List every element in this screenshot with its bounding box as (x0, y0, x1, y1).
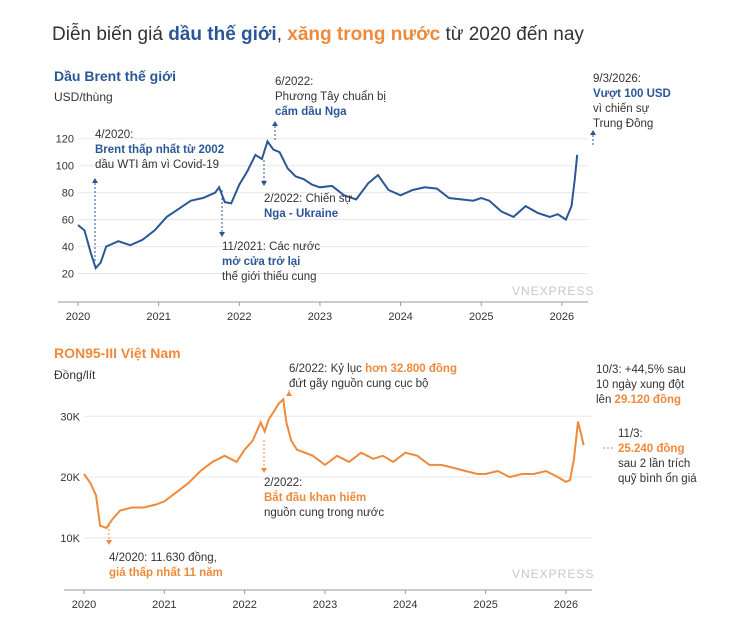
ron-ann-feb2022-line2: nguồn cung trong nước (264, 507, 384, 519)
svg-text:25.240 đồng: 25.240 đồng (618, 443, 684, 455)
title-highlight-oil: dầu thế giới (168, 24, 277, 45)
brent-x-tick-label: 2022 (227, 311, 251, 323)
title-part2: , (276, 24, 288, 45)
svg-text:6/2022: Kỷ lục hơn 32.800 đồng: 6/2022: Kỷ lục hơn 32.800 đồng (289, 363, 457, 375)
brent-x-tick-label: 2025 (469, 311, 493, 323)
brent-y-tick-label: 20 (62, 269, 74, 281)
brent-y-tick-label: 120 (56, 134, 74, 146)
brent-ann-nov2021-line1: mở cửa trở lại (222, 256, 300, 268)
ron-ann-mar10-date: 10/3: +44,5% sau (596, 364, 686, 376)
ron-x-ticks: 2020 2021 2022 2023 2024 2025 2026 (64, 589, 592, 611)
ron-x-tick-label: 2023 (313, 599, 337, 611)
brent-ann-mar2026-line1: Vượt 100 USD (593, 88, 671, 100)
ron-annotation-jun2022: 6/2022: Kỷ lục hơn 32.800 đồng đứt gãy n… (286, 363, 457, 396)
ron-x-tick-label: 2026 (554, 599, 578, 611)
ron-x-tick-label: 2020 (72, 599, 96, 611)
ron-ylabel: Đồng/lít (54, 368, 96, 382)
title-highlight-fuel: xăng trong nước (287, 24, 441, 45)
brent-y-tick-label: 40 (62, 242, 74, 254)
brent-ann-jun2022-date: 6/2022: (275, 76, 313, 88)
brent-ann-nov2021-date: 11/2021: Các nước (222, 241, 320, 253)
brent-ann-mar2026-line3: Trung Đông (593, 118, 653, 130)
brent-ann-mar2026-date: 9/3/2026: (593, 73, 641, 85)
svg-text:Bắt đầu khan hiếm: Bắt đầu khan hiếm (264, 491, 366, 504)
ron-ann-jun2022-date: 6/2022: Kỷ lục (289, 363, 365, 375)
brent-ann-apr2020-date: 4/2020: (95, 129, 133, 141)
ron-ann-mar11-date: 11/3: (618, 428, 643, 440)
svg-text:Vượt 100 USD: Vượt 100 USD (593, 88, 671, 100)
brent-series-line (77, 139, 579, 271)
ron-ann-apr2020-date: 4/2020: 11.630 đồng, (109, 552, 217, 564)
brent-annotation-feb2022: 2/2022: Chiến sự Nga - Ukraine (261, 160, 353, 220)
ron-ann-mar10-line1: 10 ngày xung đột (596, 379, 685, 391)
svg-text:cấm dầu Nga: cấm dầu Nga (275, 106, 347, 118)
brent-annotation-apr2020: 4/2020: Brent thấp nhất từ 2002 dầu WTI … (92, 129, 224, 262)
brent-ann-feb2022-line1: Nga - Ukraine (264, 208, 338, 220)
brent-ann-jun2022-line1: Phương Tây chuẩn bị (275, 91, 386, 103)
brent-watermark: VNEXPRESS (512, 284, 594, 298)
ron-y-tick-label: 20K (60, 472, 80, 484)
ron-x-tick-label: 2021 (152, 599, 176, 611)
brent-ann-feb2022-date: 2/2022: Chiến sự (264, 193, 353, 205)
brent-x-ticks: 2020 2021 2022 2023 2024 2025 2026 (58, 301, 588, 323)
brent-annotation-jun2022: 6/2022: Phương Tây chuẩn bị cấm dầu Nga (272, 76, 386, 140)
brent-annotation-mar2026: 9/3/2026: Vượt 100 USD vì chiến sự Trung… (590, 73, 671, 146)
svg-text:lên 29.120 đồng: lên 29.120 đồng (596, 394, 681, 406)
brent-ann-apr2020-line1: Brent thấp nhất từ 2002 (95, 144, 224, 156)
ron-ann-feb2022-date: 2/2022: (264, 477, 302, 489)
brent-annotation-nov2021: 11/2021: Các nước mở cửa trở lại thế giớ… (219, 190, 320, 283)
ron-x-tick-label: 2024 (393, 599, 417, 611)
brent-chart-title: Dầu Brent thế giới (54, 68, 176, 84)
ron-annotation-feb2022: 2/2022: Bắt đầu khan hiếm nguồn cung tro… (261, 440, 384, 519)
ron-y-tick-label: 10K (60, 533, 80, 545)
brent-ann-jun2022-line2: cấm dầu Nga (275, 106, 347, 118)
ron-ann-mar11-line2: sau 2 lần trích (618, 458, 690, 470)
ron-watermark: VNEXPRESS (512, 567, 594, 581)
brent-y-ticks: 20 40 60 80 100 120 (56, 134, 74, 281)
svg-text:Nga - Ukraine: Nga - Ukraine (264, 208, 338, 220)
brent-x-tick-label: 2026 (550, 311, 574, 323)
ron-ann-jun2022-line2: đứt gãy nguồn cung cục bộ (289, 378, 428, 390)
ron-y-ticks: 10K 20K 30K (60, 411, 80, 545)
ron-annotation-mar11-2026: 11/3: 25.240 đồng sau 2 lần trích quỹ bì… (603, 428, 697, 485)
ron-y-tick-label: 30K (60, 411, 80, 423)
ron-chart-title: RON95-III Việt Nam (54, 345, 181, 361)
brent-gridlines (78, 138, 588, 275)
ron-ann-feb2022-line1: Bắt đầu khan hiếm (264, 491, 366, 504)
ron-ann-jun2022-hl: hơn 32.800 đồng (365, 363, 457, 375)
brent-ann-mar2026-line2: vì chiến sự (593, 103, 650, 115)
brent-ann-apr2020-line2: dầu WTI âm vì Covid-19 (95, 159, 219, 171)
brent-y-tick-label: 100 (56, 161, 74, 173)
brent-x-tick-label: 2020 (66, 311, 90, 323)
brent-y-tick-label: 80 (62, 188, 74, 200)
ron-ann-mar10-hl: 29.120 đồng (615, 394, 681, 406)
title-part3: từ 2020 đến nay (440, 24, 584, 45)
ron-ann-apr2020-line1: giá thấp nhất 11 năm (109, 567, 223, 579)
ron-x-tick-label: 2025 (473, 599, 497, 611)
ron-ann-mar10-line2: lên (596, 394, 615, 406)
ron-ann-mar11-line1: 25.240 đồng (618, 443, 684, 455)
ron-annotation-apr2020: 4/2020: 11.630 đồng, giá thấp nhất 11 nă… (106, 525, 223, 579)
brent-y-tick-label: 60 (62, 215, 74, 227)
ron-gridlines (84, 415, 592, 539)
brent-x-tick-label: 2021 (146, 311, 170, 323)
svg-text:mở cửa trở lại: mở cửa trở lại (222, 256, 300, 268)
svg-text:Brent thấp nhất từ 2002: Brent thấp nhất từ 2002 (95, 144, 224, 156)
brent-x-tick-label: 2024 (388, 311, 412, 323)
brent-ylabel: USD/thùng (54, 90, 113, 104)
brent-ann-nov2021-line2: thế giới thiếu cung (222, 271, 317, 283)
ron-x-tick-label: 2022 (232, 599, 256, 611)
ron-annotation-mar10-2026: 10/3: +44,5% sau 10 ngày xung đột lên 29… (596, 364, 686, 406)
brent-x-tick-label: 2023 (308, 311, 332, 323)
ron-ann-mar11-line3: quỹ bình ổn giá (618, 473, 697, 485)
svg-text:giá thấp nhất 11 năm: giá thấp nhất 11 năm (109, 567, 223, 579)
chart-title: Diễn biến giá dầu thế giới, xăng trong n… (52, 24, 584, 46)
title-part1: Diễn biến giá (52, 24, 169, 45)
ron-series-line (83, 397, 585, 530)
